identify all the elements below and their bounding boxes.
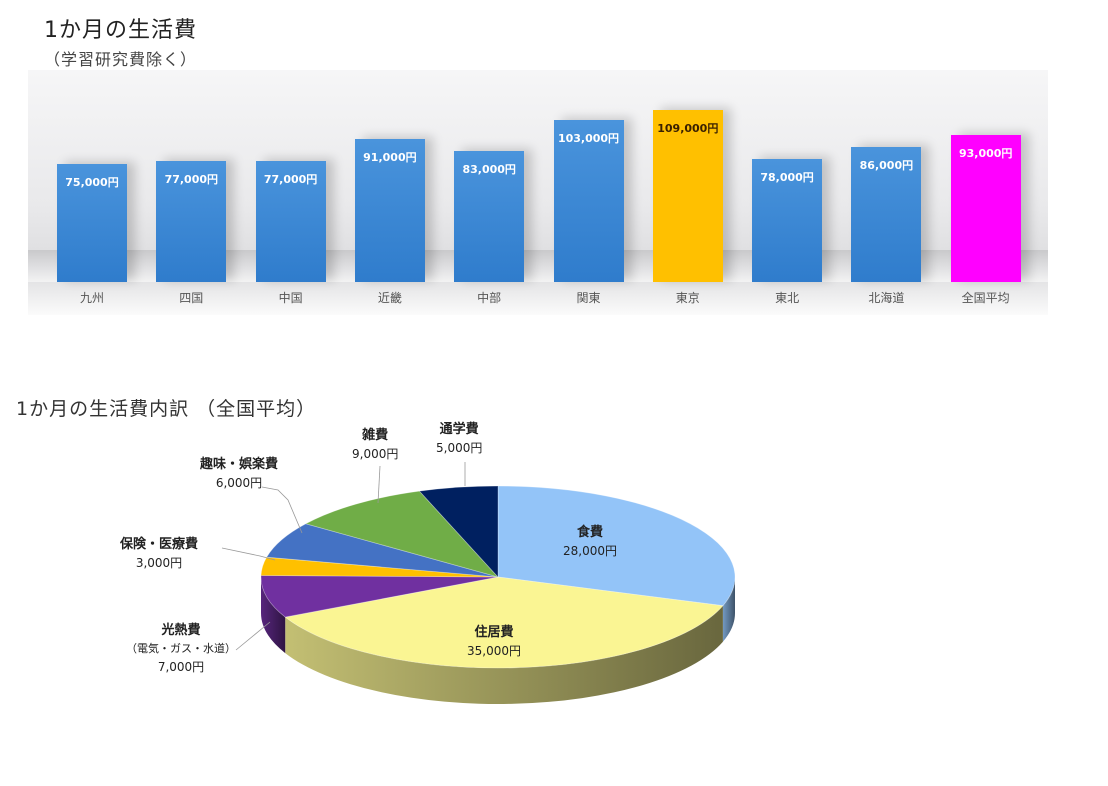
pie-label-value: 9,000円 (352, 447, 399, 461)
bar-北海道: 86,000円 (851, 146, 922, 282)
leader-line (235, 621, 271, 651)
pie-label-住居費: 住居費 35,000円 (449, 624, 539, 660)
pie-label-value: 3,000円 (135, 556, 183, 570)
pie-slice-住居費 (284, 576, 724, 669)
x-axis-label: 四国 (179, 291, 204, 305)
bar-value-label: 77,000円 (164, 172, 219, 186)
pie-slice-保険・医療費 (260, 556, 499, 578)
bar-中国: 77,000円 (255, 160, 326, 282)
pie-label-name: 住居費 (474, 625, 514, 640)
bar-value-label: 103,000円 (557, 131, 620, 145)
pie-chart-title: 1か月の生活費内訳 （全国平均） (16, 398, 317, 420)
pie-label-note: （電気・ガス・水道） (126, 642, 236, 655)
pie-slice-雑費 (304, 490, 500, 578)
pie-slice-通学費 (418, 485, 499, 579)
pie-side-光熱費 (261, 577, 286, 654)
pie-label-name: 通学費 (439, 422, 479, 437)
bar-九州: 75,000円 (57, 164, 127, 282)
bar-chart-x-axis: 九州 四国 中国 近畿 中部 関東 東京 東北 北海道 全国平均 (28, 289, 1048, 309)
pie-slice-光熱費 (260, 575, 499, 618)
pie-label-name: 光熱費 (161, 623, 201, 638)
x-axis-label: 近畿 (377, 291, 402, 305)
pie-label-value: 35,000円 (467, 644, 521, 658)
x-axis-label: 中国 (278, 291, 303, 305)
leader-line (377, 465, 381, 504)
pie-label-食費: 食費 28,000円 (545, 524, 635, 560)
leader-line (261, 486, 303, 534)
pie-label-保険・医療費: 保険・医療費 3,000円 (120, 536, 198, 572)
bar-chart-title: 1か月の生活費 (44, 18, 197, 43)
pie-label-通学費: 通学費 5,000円 (436, 421, 482, 457)
bar-関東: 103,000円 (553, 119, 624, 282)
bar-value-label: 86,000円 (859, 158, 914, 172)
bar-東京: 109,000円 (652, 110, 723, 282)
x-axis-label: 北海道 (868, 291, 905, 305)
pie-label-value: 6,000円 (215, 476, 263, 490)
bar-東北: 78,000円 (752, 159, 823, 282)
pie-label-value: 7,000円 (157, 660, 205, 674)
x-axis-label: 関東 (576, 291, 601, 305)
x-axis-label: 東京 (675, 291, 700, 305)
pie-side-住居費 (285, 605, 723, 705)
bar-value-label: 109,000円 (657, 122, 719, 135)
pie-label-name: 雑費 (362, 428, 389, 443)
bar-四国: 77,000円 (156, 160, 227, 282)
pie-label-name: 保険・医療費 (120, 537, 199, 552)
pie-label-value: 5,000円 (436, 441, 483, 455)
bar-value-label: 78,000円 (760, 171, 814, 185)
leader-line (221, 547, 276, 561)
bar-近畿: 91,000円 (354, 138, 425, 282)
x-axis-label: 全国平均 (961, 291, 1010, 305)
pie-slice-食費 (497, 485, 736, 607)
bar-chart-plot-area: 75,000円 77,000円 77,000円 91,000円 83,000円 103,0… (28, 70, 1048, 282)
pie-label-趣味・娯楽費: 趣味・娯楽費 6,000円 (200, 456, 278, 492)
pie-label-光熱費: 光熱費 （電気・ガス・水道） 7,000円 (126, 622, 236, 676)
pie-label-name: 食費 (576, 525, 603, 540)
pie-label-name: 趣味・娯楽費 (200, 457, 279, 472)
pie-label-value: 28,000円 (563, 544, 617, 558)
x-axis-label: 九州 (79, 291, 104, 305)
bar-value-label: 93,000円 (958, 147, 1013, 161)
bar-value-label: 77,000円 (263, 172, 318, 186)
bar-value-label: 83,000円 (462, 163, 516, 177)
pie-side-食費 (722, 577, 735, 642)
bar-value-label: 75,000円 (65, 176, 119, 189)
bar-全国平均: 93,000円 (950, 135, 1021, 282)
x-axis-label: 中部 (477, 291, 502, 305)
x-axis-label: 東北 (775, 291, 800, 305)
bar-中部: 83,000円 (454, 151, 525, 282)
pie-label-雑費: 雑費 9,000円 (352, 427, 398, 463)
bar-chart-subtitle: （学習研究費除く） (44, 50, 198, 69)
pie-slice-趣味・娯楽費 (266, 523, 499, 578)
bar-value-label: 91,000円 (363, 150, 417, 164)
